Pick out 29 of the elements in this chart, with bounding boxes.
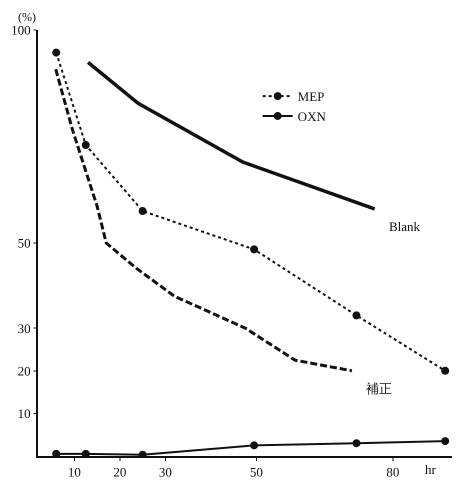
x-tick-label: 10 <box>68 464 81 480</box>
y-tick-label: 50 <box>18 236 31 251</box>
point <box>250 441 258 450</box>
y-tick-label: 100 <box>11 22 31 38</box>
point <box>82 141 90 150</box>
x-tick-label: 20 <box>113 464 126 480</box>
legend-label: OXN <box>298 109 326 124</box>
point <box>52 450 60 456</box>
x-tick-label: 80 <box>386 464 400 480</box>
legend-label: MEP <box>298 89 324 104</box>
point <box>441 366 450 375</box>
point <box>52 48 60 57</box>
point <box>352 311 360 320</box>
x-axis-title: hr <box>425 462 436 477</box>
series-label: 補正 <box>366 381 392 396</box>
y-tick-label: 20 <box>18 363 31 378</box>
x-tick-label: 30 <box>158 464 172 480</box>
point <box>82 450 90 456</box>
series-label: Blank <box>389 219 421 234</box>
line-series <box>86 60 376 211</box>
point <box>138 207 147 216</box>
y-axis-title: (%) <box>18 10 36 24</box>
x-tick-label: 50 <box>250 464 263 480</box>
y-tick-label: 30 <box>18 320 31 336</box>
y-tick-label: 10 <box>18 406 31 421</box>
point <box>441 437 450 446</box>
line-series <box>54 68 354 372</box>
point <box>352 439 360 448</box>
point <box>250 245 258 254</box>
